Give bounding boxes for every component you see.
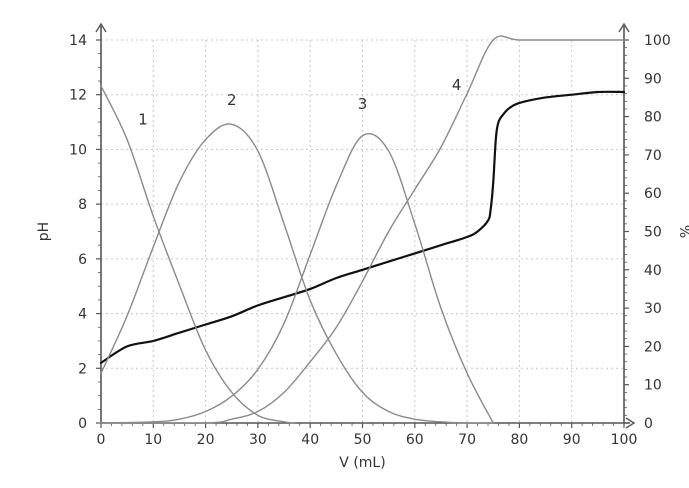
species-curve-2 [100, 123, 494, 424]
x-tick-label: 60 [406, 432, 424, 448]
species-curve-1 [100, 85, 296, 424]
y-right-tick-label: 60 [644, 186, 662, 202]
curve-label-1: 1 [138, 110, 148, 128]
ph-curve [99, 90, 626, 364]
y-left-tick-label: 4 [78, 307, 87, 323]
y-right-tick-label: 50 [644, 225, 662, 241]
y-right-tick-label: 20 [644, 339, 662, 355]
curve-label-2: 2 [227, 91, 237, 109]
y-left-tick-label: 14 [69, 33, 87, 49]
y-right-tick-label: 30 [644, 301, 662, 317]
x-arrow [625, 417, 636, 429]
x-tick-label: 50 [354, 432, 372, 448]
x-axis-label: V (mL) [339, 455, 385, 471]
x-tick-label: 100 [611, 432, 638, 448]
grid-lines [101, 39, 624, 423]
y-right-tick-label: 40 [644, 263, 662, 279]
y-left-tick-label: 10 [69, 142, 87, 158]
y-right-tick-label: 90 [644, 71, 662, 87]
x-tick-label: 20 [197, 432, 215, 448]
y-right-tick-label: 80 [644, 110, 662, 126]
y-left-axis-label: pH [36, 222, 52, 241]
species-curve-3 [100, 132, 494, 424]
y-right-tick-label: 100 [644, 33, 671, 49]
x-tick-label: 70 [458, 432, 476, 448]
x-tick-label: 10 [144, 432, 162, 448]
y-right-arrow [618, 22, 630, 33]
x-tick-label: 40 [301, 432, 319, 448]
curve-label-3: 3 [358, 95, 368, 113]
curve-label-4: 4 [452, 76, 462, 94]
y-left-arrow [95, 22, 107, 33]
x-tick-label: 0 [97, 432, 106, 448]
y-right-tick-label: 0 [644, 416, 653, 432]
x-tick-label: 80 [510, 432, 528, 448]
y-left-tick-label: 0 [78, 416, 87, 432]
x-tick-label: 30 [249, 432, 267, 448]
y-left-tick-label: 12 [69, 88, 87, 104]
y-left-tick-label: 6 [78, 252, 87, 268]
y-right-tick-label: 10 [644, 378, 662, 394]
labels-group: 0 10 20 30 40 50 60 70 80 90 100024681012140102030… [36, 33, 689, 471]
y-left-tick-label: 2 [78, 361, 87, 377]
y-left-tick-label: 8 [78, 197, 87, 213]
x-tick-label: 90 [563, 432, 581, 448]
species-curve-4 [100, 35, 625, 424]
y-right-tick-label: 70 [644, 148, 662, 164]
axes [95, 22, 636, 429]
series-group [99, 35, 626, 424]
y-right-axis-label: % [676, 225, 689, 238]
